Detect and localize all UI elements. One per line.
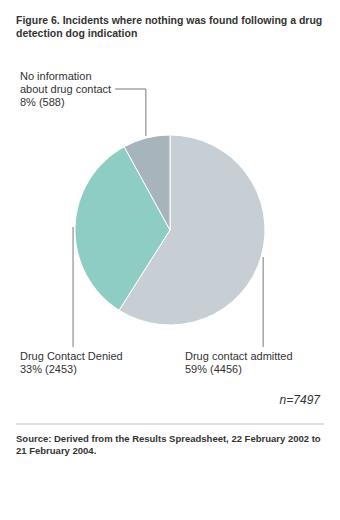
chart: Figure 6. Incidents where nothing was fo… (0, 0, 340, 520)
slice-label: No informationabout drug contact8% (588) (20, 70, 111, 108)
leader-line (263, 257, 264, 347)
pie (75, 135, 265, 325)
annotation: n=7497 (280, 393, 322, 407)
separator (16, 424, 324, 425)
slice (124, 135, 170, 230)
title: Figure 6. Incidents where nothing was fo… (16, 14, 322, 39)
leader-line (73, 227, 74, 347)
slice-label: Drug Contact Denied33% (2453) (20, 350, 123, 375)
leader-line (115, 89, 146, 136)
source: Source: Derived from the Results Spreads… (16, 433, 321, 456)
slice-labels: Drug contact admitted59% (4456) Drug Cont… (20, 70, 293, 375)
slice-label: Drug contact admitted59% (4456) (185, 350, 293, 375)
